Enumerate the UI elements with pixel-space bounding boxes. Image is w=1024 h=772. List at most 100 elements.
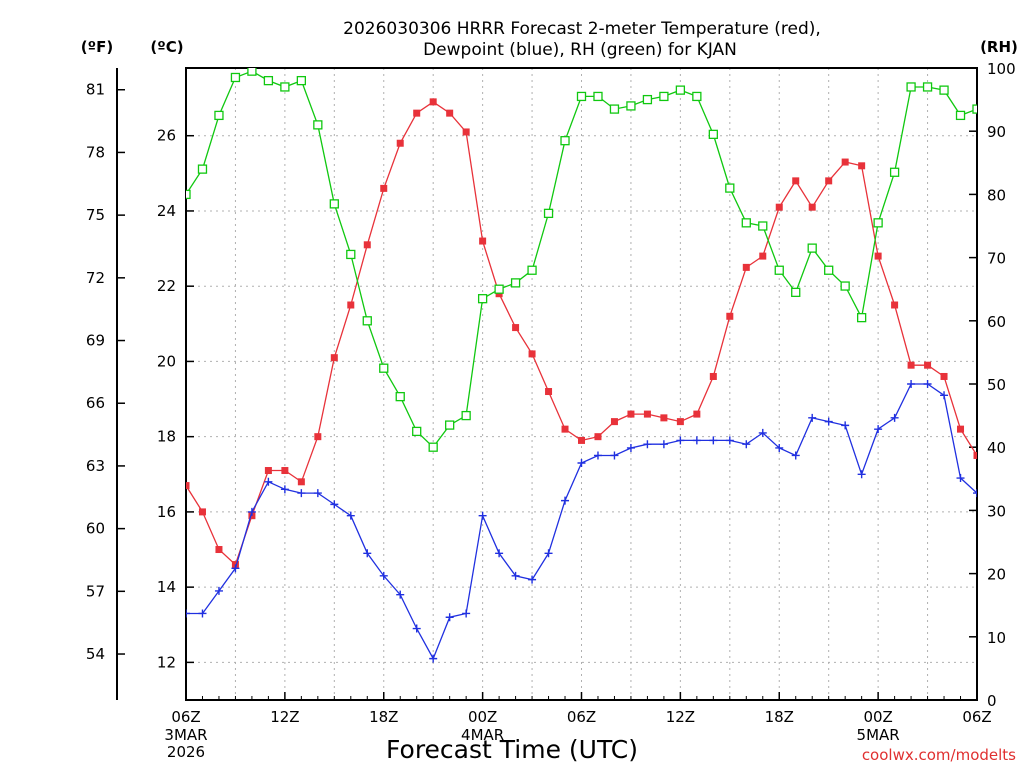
rh-point <box>955 110 966 121</box>
dewpoint-point <box>725 436 734 445</box>
rh-series-line <box>186 70 977 449</box>
fahrenheit-tick-label: 57 <box>86 582 105 600</box>
fahrenheit-tick-label: 66 <box>86 394 105 412</box>
dewpoint-point <box>330 500 339 509</box>
rh-tick-label: 50 <box>987 376 1006 394</box>
rh-tick-label: 100 <box>987 60 1016 78</box>
dewpoint-point <box>396 590 405 599</box>
fahrenheit-tick-label: 63 <box>86 457 105 475</box>
rh-point <box>197 164 208 174</box>
dewpoint-point <box>808 413 817 422</box>
dewpoint-point <box>247 507 256 516</box>
rh-point <box>889 167 900 177</box>
rh-point <box>263 75 274 86</box>
temperature-point <box>479 237 487 245</box>
dewpoint-point <box>445 613 454 622</box>
temperature-point <box>610 418 618 426</box>
temperature-point <box>891 301 899 309</box>
temperature-point <box>578 436 585 444</box>
temperature-point <box>545 388 553 396</box>
temperature-point <box>413 109 421 117</box>
dewpoint-point <box>198 609 207 618</box>
dewpoint-point <box>791 451 800 460</box>
rh-point <box>675 85 686 95</box>
temperature-point <box>186 482 190 490</box>
rh-point <box>362 316 372 326</box>
rh-point <box>972 104 977 114</box>
temperature-point <box>693 410 701 418</box>
dewpoint-point <box>346 511 355 520</box>
celsius-unit-label: (ºC) <box>150 38 183 56</box>
rh-point <box>824 265 834 275</box>
dewpoint-point <box>297 489 306 498</box>
temperature-point <box>594 433 602 441</box>
celsius-tick-label: 26 <box>157 127 176 145</box>
dewpoint-point <box>544 549 553 558</box>
temperature-point <box>907 361 915 369</box>
dewpoint-point <box>907 380 916 388</box>
dewpoint-point <box>709 436 718 445</box>
rh-point <box>692 91 702 102</box>
rh-point <box>939 85 949 95</box>
rh-point <box>247 68 257 76</box>
celsius-tick-label: 22 <box>157 277 176 295</box>
temperature-point <box>940 372 948 380</box>
rh-point <box>659 91 669 102</box>
temperature-point <box>446 109 454 117</box>
rh-point <box>379 363 389 373</box>
temperature-point <box>264 467 272 475</box>
dewpoint-series-line <box>186 383 977 661</box>
dewpoint-point <box>890 413 899 422</box>
dewpoint-point <box>593 451 602 460</box>
temperature-point <box>709 372 717 380</box>
dewpoint-point <box>841 421 850 430</box>
dewpoint-point <box>313 489 322 498</box>
dewpoint-point <box>511 571 520 580</box>
dewpoint-point <box>462 609 471 618</box>
rh-point <box>758 221 768 231</box>
rh-point <box>280 82 290 92</box>
x-date-label: 5MAR <box>857 726 900 744</box>
dewpoint-point <box>626 443 635 452</box>
temperature-point <box>874 252 882 260</box>
temperature-point <box>775 203 783 211</box>
rh-point <box>708 129 718 140</box>
celsius-tick-label: 14 <box>157 578 176 596</box>
dewpoint-point <box>775 443 784 452</box>
temperature-point <box>512 324 520 332</box>
x-axis-title: Forecast Time (UTC) <box>386 735 638 764</box>
temperature-point <box>462 128 470 136</box>
dewpoint-point <box>610 451 619 460</box>
rh-point <box>445 420 455 430</box>
temperature-point <box>643 410 651 418</box>
dewpoint-point <box>280 485 289 494</box>
rh-point <box>412 426 422 437</box>
temperature-point <box>957 425 965 433</box>
temperature-point <box>676 418 684 426</box>
temperature-point <box>841 158 849 166</box>
temperature-point <box>528 350 536 358</box>
rh-tick-label: 0 <box>987 692 997 710</box>
temperature-point <box>429 98 437 106</box>
dewpoint-point <box>363 549 372 558</box>
rh-point <box>477 294 488 304</box>
dewpoint-point <box>676 436 685 445</box>
rh-point <box>609 104 620 114</box>
x-tick-label: 06Z <box>171 708 200 726</box>
dewpoint-point <box>561 496 570 505</box>
temperature-point <box>347 301 355 309</box>
rh-point <box>543 208 554 219</box>
rh-point <box>395 391 405 402</box>
fahrenheit-unit-label: (ºF) <box>81 38 113 56</box>
x-tick-label: 18Z <box>765 708 794 726</box>
chart-title-line2: Dewpoint (blue), RH (green) for KJAN <box>423 40 737 60</box>
temperature-point <box>561 425 569 433</box>
dewpoint-point <box>231 564 240 573</box>
dewpoint-point <box>495 549 504 558</box>
fahrenheit-tick-label: 81 <box>86 81 105 99</box>
x-tick-label: 06Z <box>567 708 596 726</box>
rh-point <box>510 278 521 288</box>
x-date-label: 4MAR <box>461 726 504 744</box>
x-tick-label: 12Z <box>270 708 299 726</box>
